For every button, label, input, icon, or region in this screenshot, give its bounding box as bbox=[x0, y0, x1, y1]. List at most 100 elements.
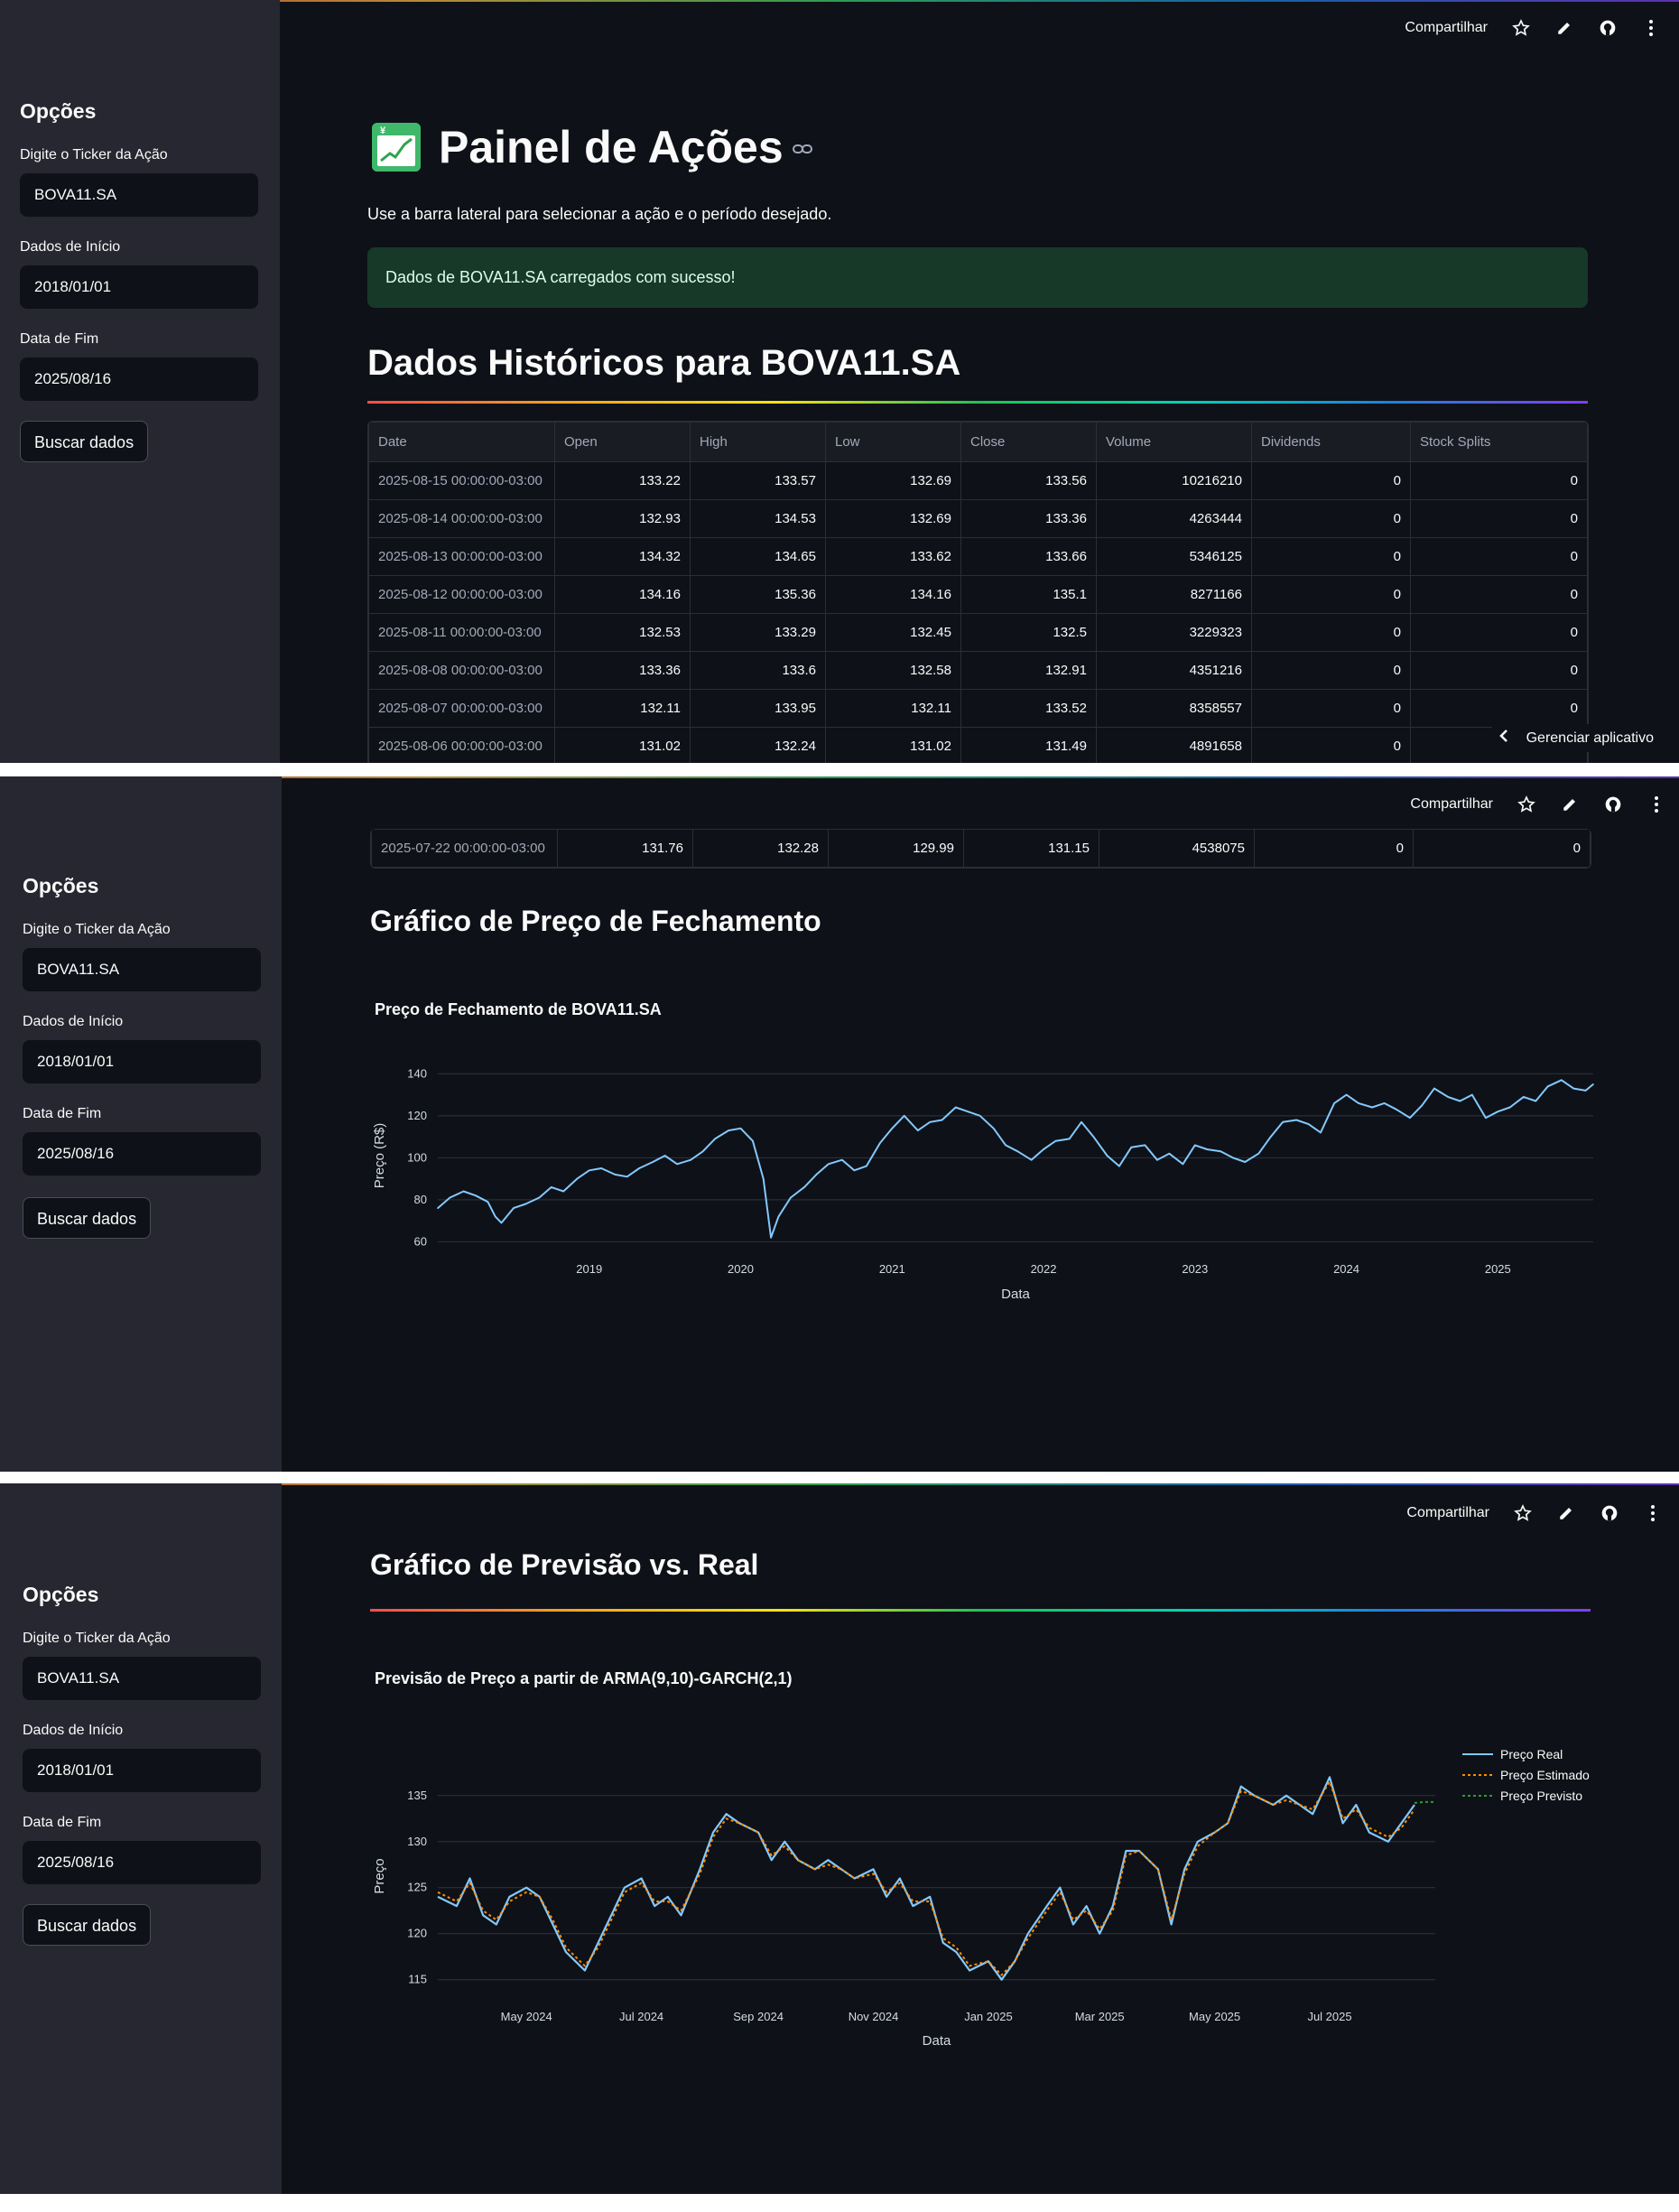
table-row[interactable]: 2025-08-07 00:00:00-03:00 132.11 133.95 132… bbox=[368, 689, 1588, 728]
table-cell[interactable]: 0 bbox=[1251, 575, 1411, 614]
table-cell[interactable]: 0 bbox=[1251, 537, 1411, 576]
table-cell[interactable]: 8271166 bbox=[1096, 575, 1252, 614]
table-cell[interactable]: 0 bbox=[1410, 575, 1588, 614]
table-cell[interactable]: 132.11 bbox=[554, 689, 691, 728]
table-cell[interactable]: 0 bbox=[1251, 727, 1411, 763]
end-date-input[interactable]: 2025/08/16 bbox=[23, 1132, 261, 1176]
table-cell[interactable]: 132.11 bbox=[825, 689, 961, 728]
table-cell[interactable]: 135.1 bbox=[960, 575, 1097, 614]
column-header[interactable]: Dividends bbox=[1251, 422, 1411, 462]
end-date-input[interactable]: 2025/08/16 bbox=[23, 1841, 261, 1884]
table-cell[interactable]: 131.76 bbox=[557, 829, 693, 868]
table-cell[interactable]: 132.69 bbox=[825, 461, 961, 500]
table-cell[interactable]: 133.95 bbox=[690, 689, 826, 728]
table-cell[interactable]: 2025-08-06 00:00:00-03:00 bbox=[368, 727, 555, 763]
table-cell[interactable]: 0 bbox=[1410, 689, 1588, 728]
table-row[interactable]: 2025-07-22 00:00:00-03:00 131.76 132.28 129… bbox=[371, 829, 1591, 868]
table-cell[interactable]: 2025-08-11 00:00:00-03:00 bbox=[368, 613, 555, 652]
table-cell[interactable]: 0 bbox=[1410, 499, 1588, 538]
table-cell[interactable]: 5346125 bbox=[1096, 537, 1252, 576]
table-cell[interactable]: 2025-08-15 00:00:00-03:00 bbox=[368, 461, 555, 500]
table-cell[interactable]: 0 bbox=[1410, 651, 1588, 690]
table-cell[interactable]: 131.02 bbox=[825, 727, 961, 763]
share-button[interactable]: Compartilhar bbox=[1406, 1505, 1489, 1520]
table-cell[interactable]: 134.16 bbox=[825, 575, 961, 614]
github-icon[interactable] bbox=[1600, 1503, 1619, 1523]
table-cell[interactable]: 131.15 bbox=[963, 829, 1099, 868]
table-row[interactable]: 2025-08-15 00:00:00-03:00 133.22 133.57 132… bbox=[368, 461, 1588, 500]
github-icon[interactable] bbox=[1603, 795, 1623, 814]
table-cell[interactable]: 3229323 bbox=[1096, 613, 1252, 652]
table-cell[interactable]: 132.45 bbox=[825, 613, 961, 652]
table-cell[interactable]: 132.91 bbox=[960, 651, 1097, 690]
column-header[interactable]: Date bbox=[368, 422, 555, 462]
table-cell[interactable]: 132.69 bbox=[825, 499, 961, 538]
table-cell[interactable]: 133.56 bbox=[960, 461, 1097, 500]
table-cell[interactable]: 131.49 bbox=[960, 727, 1097, 763]
table-cell[interactable]: 133.6 bbox=[690, 651, 826, 690]
table-cell[interactable]: 129.99 bbox=[828, 829, 964, 868]
historical-dataframe[interactable]: Date Open High Low Close Volume Dividends Stock… bbox=[367, 421, 1589, 763]
table-cell[interactable]: 2025-08-12 00:00:00-03:00 bbox=[368, 575, 555, 614]
table-cell[interactable]: 2025-07-22 00:00:00-03:00 bbox=[371, 829, 558, 868]
table-cell[interactable]: 0 bbox=[1251, 689, 1411, 728]
table-cell[interactable]: 132.53 bbox=[554, 613, 691, 652]
table-cell[interactable]: 0 bbox=[1251, 613, 1411, 652]
table-row[interactable]: 2025-08-13 00:00:00-03:00 134.32 134.65 133… bbox=[368, 537, 1588, 576]
table-cell[interactable]: 134.16 bbox=[554, 575, 691, 614]
table-cell[interactable]: 133.36 bbox=[960, 499, 1097, 538]
column-header[interactable]: Open bbox=[554, 422, 691, 462]
column-header[interactable]: Volume bbox=[1096, 422, 1252, 462]
table-row[interactable]: 2025-08-06 00:00:00-03:00 131.02 132.24 131… bbox=[368, 727, 1588, 763]
historical-dataframe-tail[interactable]: 2025-07-22 00:00:00-03:00 131.76 132.28 129… bbox=[370, 829, 1591, 869]
github-icon[interactable] bbox=[1598, 18, 1618, 38]
table-row[interactable]: 2025-08-12 00:00:00-03:00 134.16 135.36 134… bbox=[368, 575, 1588, 614]
table-cell[interactable]: 134.32 bbox=[554, 537, 691, 576]
table-cell[interactable]: 2025-08-13 00:00:00-03:00 bbox=[368, 537, 555, 576]
table-cell[interactable]: 0 bbox=[1251, 651, 1411, 690]
pencil-icon[interactable] bbox=[1556, 1503, 1576, 1523]
kebab-menu-icon[interactable] bbox=[1643, 1503, 1663, 1523]
manage-app-button[interactable]: Gerenciar aplicativo bbox=[1491, 724, 1661, 752]
closing-price-chart[interactable]: 60 80 100 120 140 2019 2020 2021 2022 2023 2024 202… bbox=[357, 1047, 1602, 1309]
table-cell[interactable]: 0 bbox=[1410, 537, 1588, 576]
table-cell[interactable]: 134.65 bbox=[690, 537, 826, 576]
table-cell[interactable]: 0 bbox=[1410, 613, 1588, 652]
star-icon[interactable] bbox=[1517, 795, 1536, 814]
table-cell[interactable]: 0 bbox=[1251, 499, 1411, 538]
table-cell[interactable]: 4891658 bbox=[1096, 727, 1252, 763]
forecast-chart[interactable]: 115 120 125 130 135 May 2024 Jul 2024 Sep 2024 N… bbox=[357, 1736, 1638, 2152]
column-header[interactable]: High bbox=[690, 422, 826, 462]
fetch-data-button[interactable]: Buscar dados bbox=[23, 1904, 152, 1946]
fetch-data-button[interactable]: Buscar dados bbox=[23, 1197, 152, 1239]
table-cell[interactable]: 2025-08-14 00:00:00-03:00 bbox=[368, 499, 555, 538]
table-cell[interactable]: 132.24 bbox=[690, 727, 826, 763]
table-cell[interactable]: 133.62 bbox=[825, 537, 961, 576]
table-cell[interactable]: 132.28 bbox=[692, 829, 829, 868]
start-date-input[interactable]: 2018/01/01 bbox=[23, 1749, 261, 1792]
table-cell[interactable]: 4263444 bbox=[1096, 499, 1252, 538]
table-cell[interactable]: 2025-08-07 00:00:00-03:00 bbox=[368, 689, 555, 728]
table-cell[interactable]: 10216210 bbox=[1096, 461, 1252, 500]
star-icon[interactable] bbox=[1511, 18, 1531, 38]
star-icon[interactable] bbox=[1513, 1503, 1533, 1523]
table-cell[interactable]: 133.66 bbox=[960, 537, 1097, 576]
start-date-input[interactable]: 2018/01/01 bbox=[20, 265, 258, 309]
table-cell[interactable]: 133.36 bbox=[554, 651, 691, 690]
table-row[interactable]: 2025-08-08 00:00:00-03:00 133.36 133.6 132.… bbox=[368, 651, 1588, 690]
table-cell[interactable]: 132.5 bbox=[960, 613, 1097, 652]
table-cell[interactable]: 0 bbox=[1251, 461, 1411, 500]
end-date-input[interactable]: 2025/08/16 bbox=[20, 358, 258, 401]
pencil-icon[interactable] bbox=[1554, 18, 1574, 38]
table-row[interactable]: 2025-08-11 00:00:00-03:00 132.53 133.29 132… bbox=[368, 613, 1588, 652]
table-cell[interactable]: 133.52 bbox=[960, 689, 1097, 728]
share-button[interactable]: Compartilhar bbox=[1410, 796, 1493, 812]
table-cell[interactable]: 4351216 bbox=[1096, 651, 1252, 690]
table-cell[interactable]: 0 bbox=[1410, 461, 1588, 500]
ticker-input[interactable]: BOVA11.SA bbox=[23, 948, 261, 991]
table-row[interactable]: 2025-08-14 00:00:00-03:00 132.93 134.53 132… bbox=[368, 499, 1588, 538]
table-cell[interactable]: 132.93 bbox=[554, 499, 691, 538]
table-cell[interactable]: 0 bbox=[1254, 829, 1414, 868]
ticker-input[interactable]: BOVA11.SA bbox=[20, 173, 258, 217]
column-header[interactable]: Stock Splits bbox=[1410, 422, 1588, 462]
